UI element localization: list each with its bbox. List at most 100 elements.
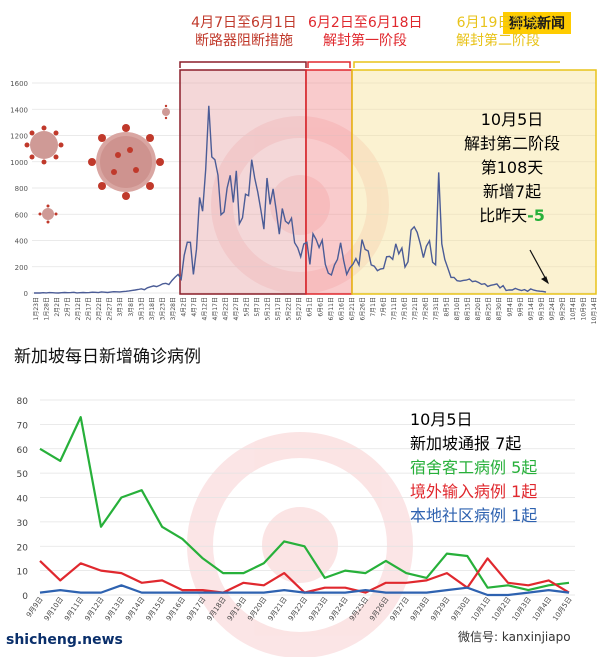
top-x-tick-44: 8月30日 [496,297,503,320]
bottom-x-tick-1: 9月10日 [43,596,65,623]
top-x-tick-13: 3月28日 [170,297,177,320]
top-x-tick-33: 7月6日 [380,297,387,317]
virus-icon-medium [24,125,64,165]
top-y-tick-2: 400 [15,238,28,246]
bottom-x-tick-15: 9月24日 [328,596,350,623]
bottom-x-tick-14: 9月23日 [307,596,329,623]
top-x-tick-52: 10月9日 [580,297,587,320]
phase1-name: 解封第一阶段 [323,33,407,49]
bottom-x-tick-12: 9月21日 [267,596,289,623]
bottom-x-tick-25: 10月4日 [531,596,553,623]
phase-lockdown-name: 断路器阻断措施 [195,33,293,49]
bottom-y-tick-6: 60 [17,446,29,456]
top-x-tick-27: 6月6日 [317,297,324,317]
top-y-tick-8: 1600 [10,80,28,88]
top-x-tick-28: 6月11日 [328,297,335,320]
top-x-tick-38: 7月31日 [433,297,440,320]
top-x-tick-34: 7月11日 [391,297,398,320]
top-x-tick-26: 6月1日 [307,297,314,317]
top-x-tick-51: 10月4日 [570,297,577,320]
annotation-top-new: 新增7起 [482,182,542,201]
top-x-tick-22: 5月12日 [265,297,272,320]
phase-label-phase2: 6月19日至今 解封第二阶段 [446,14,550,50]
top-x-tick-39: 8月5日 [444,297,451,317]
bottom-y-tick-0: 0 [22,592,28,602]
top-x-axis: 1月23日 1月28日 2月2日 2月7日 2月12日 2月17日 2月22日 2月27日 3月… [33,297,598,324]
top-x-tick-20: 5月2日 [244,297,251,317]
bottom-chart: 0 10 20 30 40 50 60 70 80 9月9日9月10日9月11日9月12日9月1… [17,397,575,657]
annotation-top-compare: 比昨天-5 [442,204,582,228]
bottom-x-tick-26: 10月5日 [551,596,573,623]
top-x-tick-32: 7月1日 [370,297,377,317]
annotation-bottom-total: 新加坡通报 7起 [410,434,522,453]
top-chart: 0 200 400 600 800 1000 1200 1400 1600 1月23日 1月28日… [10,61,598,324]
bottom-y-tick-8: 80 [17,397,29,407]
section-title: 新加坡每日新增确诊病例 [14,347,201,367]
bottom-x-tick-6: 9月15日 [144,596,166,623]
phase-label-phase1: 6月2日至6月18日 解封第一阶段 [308,14,423,50]
top-x-tick-23: 5月17日 [275,297,282,320]
bottom-series-lines [39,415,570,597]
top-y-tick-7: 1400 [10,106,28,114]
top-y-tick-5: 1000 [10,159,28,167]
bottom-x-tick-19: 9月28日 [409,596,431,623]
bottom-x-tick-8: 9月17日 [185,596,207,623]
bottom-series-line-0 [39,415,570,592]
bottom-x-tick-4: 9月13日 [104,596,126,623]
top-y-axis: 0 200 400 600 800 1000 1200 1400 1600 [10,80,28,298]
top-x-tick-11: 3月18日 [149,297,156,320]
phase2-name: 解封第二阶段 [456,33,540,49]
bottom-y-axis: 0 10 20 30 40 50 60 70 80 [17,397,29,602]
annotation-bottom-date: 10月5日 [410,410,473,429]
top-x-tick-31: 6月26日 [359,297,366,320]
top-x-tick-17: 4月17日 [212,297,219,320]
bottom-x-tick-3: 9月12日 [83,596,105,623]
annotation-top-compare-value: -5 [527,206,545,225]
top-x-tick-0: 1月23日 [33,297,40,320]
bottom-x-axis: 9月9日9月10日9月11日9月12日9月13日9月14日9月15日9月16日9… [25,596,574,623]
annotation-top-day: 第108天 [480,158,544,177]
wechat-id: 微信号: kanxinjiapo [458,630,571,644]
top-x-tick-14: 4月2日 [180,297,187,317]
top-x-tick-12: 3月23日 [159,297,166,320]
top-x-tick-5: 2月17日 [86,297,93,320]
top-x-tick-35: 7月16日 [401,297,408,320]
top-y-tick-0: 0 [24,290,28,298]
top-x-tick-19: 4月27日 [233,297,240,320]
top-x-tick-4: 2月12日 [75,297,82,320]
virus-icon-large [88,124,164,200]
bottom-y-tick-1: 10 [17,568,29,578]
bottom-x-tick-7: 9月16日 [165,596,187,623]
top-x-tick-30: 6月21日 [349,297,356,320]
site-brand: shicheng.news [6,632,123,648]
bottom-x-tick-20: 9月29日 [429,596,451,623]
top-x-tick-24: 5月22日 [286,297,293,320]
top-x-tick-37: 7月26日 [423,297,430,320]
bottom-series-line-2 [39,584,570,597]
top-x-tick-49: 9月24日 [549,297,556,320]
news-badge: 狮城新闻 [503,12,571,34]
top-x-tick-43: 8月25日 [486,297,493,320]
top-x-tick-53: 10月14日 [591,297,598,324]
bottom-x-tick-24: 10月3日 [511,596,533,623]
top-x-tick-47: 9月14日 [528,297,535,320]
bottom-x-tick-13: 9月22日 [287,596,309,623]
bottom-x-tick-2: 9月11日 [63,596,85,623]
phase-label-lockdown: 4月7日至6月1日 断路器阻断措施 [183,14,305,50]
annotation-arrow-head [541,276,549,285]
top-x-tick-41: 8月15日 [465,297,472,320]
bottom-x-tick-21: 9月30日 [450,596,472,623]
bottom-x-tick-5: 9月14日 [124,596,146,623]
virus-icon-small [38,204,58,224]
annotation-bottom: 10月5日 新加坡通报 7起 宿舍客工病例 5起 境外输入病例 1起 本地社区病… [410,408,537,528]
phase2-dates: 6月19日至今 [456,15,540,31]
annotation-top-phase: 解封第二阶段 [463,134,560,153]
bottom-y-tick-2: 20 [17,543,29,553]
bracket-phase1 [307,61,351,68]
bracket-phase2 [353,61,560,68]
bottom-y-tick-4: 40 [17,495,29,505]
top-x-tick-2: 2月2日 [54,297,61,317]
bottom-grid [40,399,575,596]
annotation-bottom-community: 本地社区病例 1起 [410,506,538,525]
top-x-tick-45: 9月4日 [507,297,514,317]
